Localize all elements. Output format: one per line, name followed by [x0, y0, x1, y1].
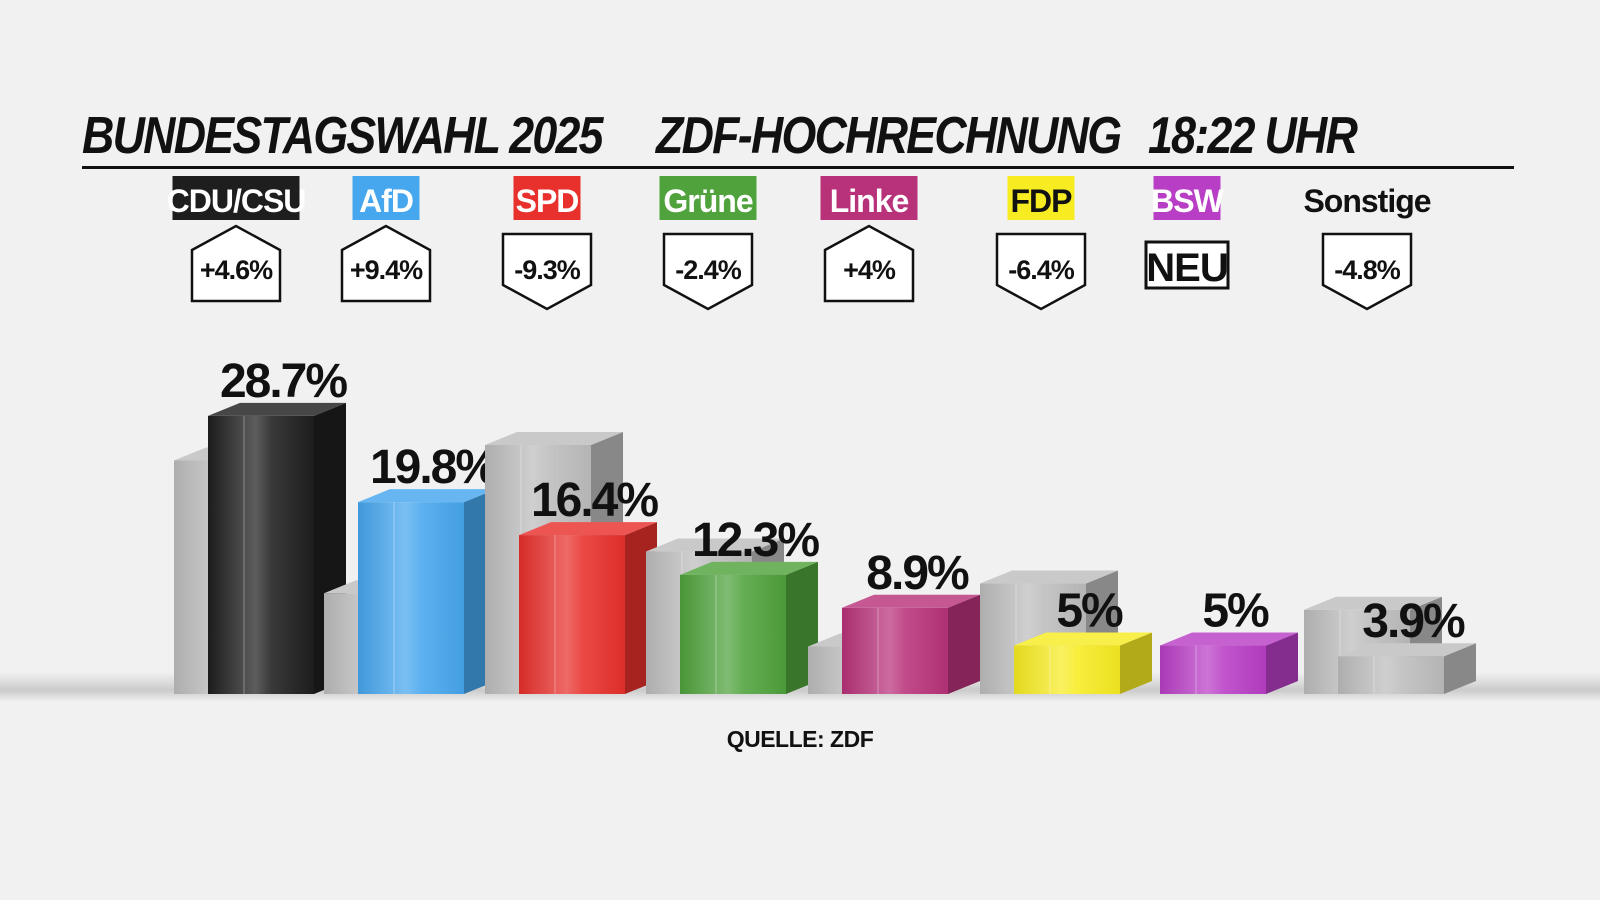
- party-4-tag-bg: [820, 176, 918, 220]
- party-2-bar-front: [519, 535, 625, 694]
- party-0-change-badge: [190, 224, 282, 303]
- party-2-previous-bar-top: [485, 431, 623, 445]
- party-6-tag-bg: [1153, 176, 1221, 220]
- party-7-change-label: -4.8%: [1334, 255, 1401, 285]
- party-5-bar-side: [1120, 632, 1152, 694]
- party-1-tag-bg: [352, 176, 420, 220]
- party-5-value-label: 5%: [1056, 585, 1123, 638]
- party-2-tag-bg: [513, 176, 581, 220]
- party-5-tag-label: FDP: [1011, 183, 1073, 219]
- party-3-previous-bar-top: [646, 538, 784, 552]
- party-0-tag-label: CDU/CSU: [167, 183, 306, 219]
- party-4-change-label: +4%: [843, 255, 896, 285]
- party-1-bar-top: [358, 489, 496, 503]
- party-2-change-label: -9.3%: [514, 255, 581, 285]
- party-2-value-label: 16.4%: [531, 474, 658, 527]
- party-7-bar-front: [1338, 656, 1444, 694]
- party-1-bar-front: [358, 502, 464, 694]
- party-1-change-badge: [340, 224, 432, 303]
- party-6-new-badge: [1144, 240, 1230, 290]
- party-6-bar-front: [1160, 645, 1266, 694]
- party-3-change-badge: [662, 232, 754, 311]
- party-4-value-label: 8.9%: [866, 547, 969, 600]
- party-3-change-label: -2.4%: [675, 255, 742, 285]
- party-4-change-badge: [823, 224, 915, 303]
- party-3-value-label: 12.3%: [692, 514, 819, 567]
- party-5-bar-front: [1014, 645, 1120, 694]
- title-bar: BUNDESTAGSWAHL 2025 ZDF-HOCHRECHNUNG 18:…: [82, 104, 1514, 169]
- party-5-bar-top: [1014, 632, 1152, 646]
- party-4-bar-top: [842, 594, 980, 608]
- party-7-previous-bar-top: [1304, 596, 1442, 610]
- party-3-tag-bg: [659, 176, 757, 220]
- party-7-bar-side: [1444, 643, 1476, 694]
- party-7-change-badge: [1321, 232, 1413, 311]
- title-projection: ZDF-HOCHRECHNUNG: [656, 107, 1122, 165]
- party-5-previous-bar-top: [980, 570, 1118, 584]
- party-2-tag-label: SPD: [516, 183, 579, 219]
- party-0-change-label: +4.6%: [200, 255, 273, 285]
- party-6-bar-side: [1266, 632, 1298, 694]
- party-6-new-label: NEU: [1146, 246, 1227, 290]
- party-1-change-label: +9.4%: [350, 255, 423, 285]
- party-4-tag-label: Linke: [830, 183, 909, 219]
- party-5-tag-bg: [1007, 176, 1075, 220]
- party-6-tag-label: BSW: [1151, 183, 1224, 219]
- party-6-bar-top: [1160, 632, 1298, 646]
- party-4-bar-front: [842, 607, 948, 694]
- party-5-change-badge: [995, 232, 1087, 311]
- party-7-bar-top: [1338, 643, 1476, 657]
- party-4-bar-side: [948, 594, 980, 694]
- title-time: 18:22 UHR: [1148, 107, 1358, 165]
- party-1-value-label: 19.8%: [370, 441, 497, 494]
- party-0-bar-top: [208, 402, 346, 416]
- party-2-bar-top: [519, 522, 657, 536]
- party-6-value-label: 5%: [1202, 585, 1269, 638]
- party-7-value-label: 3.9%: [1362, 595, 1465, 648]
- party-5-change-label: -6.4%: [1008, 255, 1075, 285]
- party-0-bar-front: [208, 415, 314, 694]
- party-7-tag-label: Sonstige: [1303, 183, 1430, 219]
- party-1-tag-label: AfD: [359, 183, 413, 219]
- party-0-tag-bg: [172, 176, 300, 220]
- source-note: QUELLE: ZDF: [726, 726, 874, 752]
- title-election: BUNDESTAGSWAHL 2025: [82, 107, 604, 165]
- party-2-change-badge: [501, 232, 593, 311]
- party-3-tag-label: Grüne: [663, 183, 752, 219]
- party-3-bar-top: [680, 561, 818, 575]
- party-0-value-label: 28.7%: [220, 355, 347, 408]
- party-3-bar-front: [680, 574, 786, 694]
